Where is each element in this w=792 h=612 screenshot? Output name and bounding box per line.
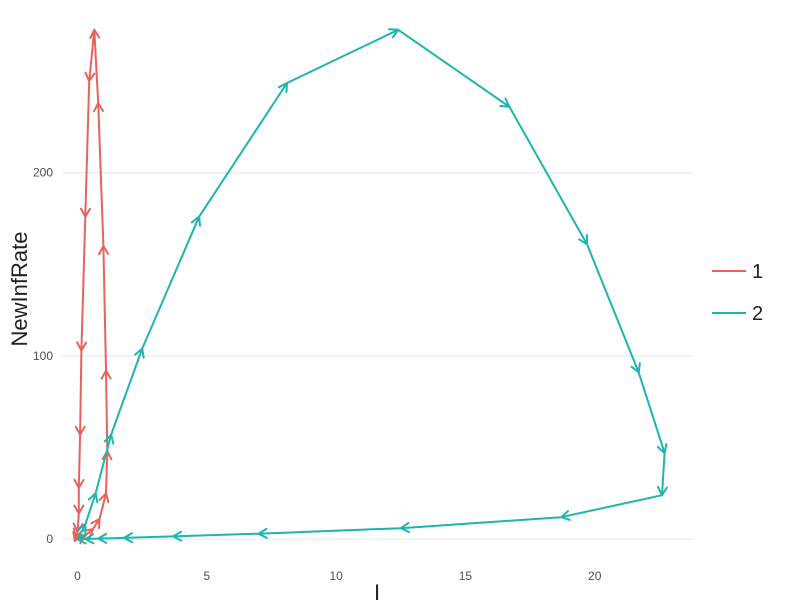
series-1-arrow-point bbox=[90, 518, 101, 530]
y-axis-title: NewInfRate bbox=[7, 232, 32, 347]
series-1-arrow-point bbox=[73, 478, 85, 489]
y-tick-label: 100 bbox=[33, 349, 53, 363]
series-line-2 bbox=[76, 28, 666, 541]
x-tick-label: 20 bbox=[588, 569, 602, 583]
grid-layer bbox=[62, 172, 693, 540]
series-2-arrow-point bbox=[388, 28, 400, 39]
series-2-arrow-point bbox=[499, 97, 511, 108]
x-axis-title: I bbox=[374, 580, 380, 605]
series-2-arrow-point bbox=[76, 533, 87, 545]
legend-label-1: 1 bbox=[752, 261, 763, 283]
series-1-arrow-point bbox=[98, 492, 110, 504]
x-tick-label: 5 bbox=[203, 569, 210, 583]
series-2-arrow-point bbox=[578, 234, 588, 246]
series-2-arrow-point bbox=[656, 443, 668, 455]
series-2-arrow-point bbox=[76, 523, 87, 535]
series-1-arrow-point bbox=[93, 102, 104, 113]
series-2-arrow-point bbox=[87, 492, 99, 504]
x-tick-label: 10 bbox=[329, 569, 343, 583]
legend: 12 bbox=[712, 261, 763, 325]
series-layer bbox=[72, 28, 668, 545]
series-1-arrow-point bbox=[98, 245, 109, 256]
y-tick-label: 0 bbox=[46, 532, 53, 546]
tick-labels: 0 100 200 0 5 10 15 20 bbox=[33, 166, 602, 583]
series-1-arrow-point bbox=[73, 504, 85, 515]
series-2-arrow-point bbox=[134, 347, 145, 359]
series-line-1 bbox=[73, 28, 109, 542]
legend-label-2: 2 bbox=[752, 303, 763, 325]
x-tick-label: 15 bbox=[459, 569, 473, 583]
series-2-arrow-point bbox=[84, 533, 95, 545]
series-1-arrow-point bbox=[89, 28, 101, 40]
y-tick-label: 200 bbox=[33, 166, 53, 180]
series-1-arrow-point bbox=[76, 341, 88, 352]
series-2-arrow-point bbox=[257, 527, 268, 539]
series-2-arrow-point bbox=[560, 510, 571, 521]
series-2-arrow-point bbox=[657, 485, 668, 497]
series-1-arrow-point bbox=[80, 207, 91, 218]
series-2-arrow-point bbox=[277, 82, 288, 94]
series-2-arrow-point bbox=[630, 362, 641, 374]
series-2-arrow-point bbox=[399, 522, 411, 534]
series-1-arrow-point bbox=[84, 71, 96, 83]
series-2-arrow-point bbox=[97, 532, 108, 544]
series-2-arrow-point bbox=[172, 530, 183, 542]
series-2-arrow-point bbox=[123, 532, 134, 544]
series-1-arrow-point bbox=[74, 425, 86, 436]
series-2-arrow-point bbox=[103, 433, 115, 445]
series-1-arrow-point bbox=[100, 369, 112, 380]
series-2-arrow-point bbox=[190, 215, 201, 227]
x-tick-label: 0 bbox=[74, 569, 81, 583]
